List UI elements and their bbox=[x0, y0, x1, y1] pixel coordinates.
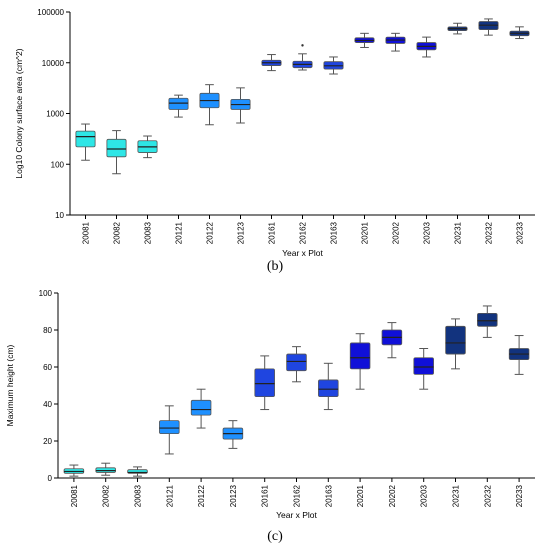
x-tick-label: 20231 bbox=[454, 221, 463, 244]
x-tick-label: 20162 bbox=[293, 484, 302, 507]
x-tick-label: 20202 bbox=[392, 221, 401, 244]
box-20203 bbox=[416, 36, 437, 58]
chart-c: 0 20 40 60 80 100 20081 20082 20083 20121 20122 201… bbox=[5, 289, 535, 520]
x-tick-label: 20081 bbox=[70, 484, 79, 507]
x-tick-label: 20201 bbox=[356, 484, 365, 507]
box-20233 bbox=[508, 335, 530, 375]
box-20121 bbox=[159, 405, 180, 455]
y-tick-label: 80 bbox=[43, 326, 52, 335]
box-20162 bbox=[292, 44, 313, 71]
x-tick-label: 20233 bbox=[516, 221, 525, 244]
x-tick-label: 20163 bbox=[330, 221, 339, 244]
x-tick-label: 20232 bbox=[485, 221, 494, 244]
box-iqr bbox=[477, 312, 498, 327]
x-tick-label: 20081 bbox=[82, 221, 91, 244]
chart-b: 10 100 1000 10000 100000 20081 20082 20083 20121… bbox=[14, 8, 535, 258]
box-20122 bbox=[199, 84, 220, 126]
x-tick-label: 20202 bbox=[388, 484, 397, 507]
box-20081 bbox=[63, 464, 85, 477]
y-axis-label: Maximum height (cm) bbox=[5, 344, 15, 426]
x-tick-label: 20082 bbox=[113, 221, 122, 244]
box-iqr bbox=[190, 399, 212, 416]
y-tick-label: 0 bbox=[48, 474, 53, 483]
y-tick-label: 60 bbox=[43, 363, 52, 372]
x-tick-label: 20082 bbox=[102, 484, 111, 507]
y-tick-label: 100 bbox=[51, 160, 65, 169]
box-iqr bbox=[168, 97, 189, 110]
box-20201 bbox=[349, 333, 371, 390]
box-20232 bbox=[477, 305, 498, 338]
box-iqr bbox=[445, 325, 466, 355]
x-tick-label: 20203 bbox=[423, 221, 432, 244]
box-20161 bbox=[254, 355, 275, 411]
y-tick-label: 10000 bbox=[42, 59, 65, 68]
x-tick-label: 20122 bbox=[206, 221, 215, 244]
box-20231 bbox=[445, 318, 466, 370]
x-tick-label: 20161 bbox=[268, 221, 277, 244]
x-tick-label: 20121 bbox=[165, 484, 174, 507]
box-iqr bbox=[75, 130, 96, 148]
box-20161 bbox=[261, 54, 282, 72]
box-iqr bbox=[318, 379, 339, 398]
box-20162 bbox=[286, 346, 307, 383]
x-tick-label: 20203 bbox=[420, 484, 429, 507]
box-20083 bbox=[127, 466, 148, 477]
x-tick-label: 20233 bbox=[515, 484, 524, 507]
box-iqr bbox=[159, 420, 180, 434]
x-tick-label: 20231 bbox=[452, 484, 461, 507]
x-tick-label: 20161 bbox=[261, 484, 270, 507]
y-tick-label: 100000 bbox=[37, 8, 64, 17]
box-20231 bbox=[447, 22, 468, 35]
x-axis-label: Year x Plot bbox=[282, 248, 323, 258]
box-20083 bbox=[137, 135, 158, 159]
x-tick-label: 20083 bbox=[134, 484, 143, 507]
x-tick-label: 20162 bbox=[299, 221, 308, 244]
y-axis-label: Log10 Colony surface area (cm^2) bbox=[14, 48, 24, 178]
box-iqr bbox=[349, 342, 371, 370]
y-tick-label: 10 bbox=[55, 211, 64, 220]
box-20163 bbox=[318, 362, 339, 411]
box-iqr bbox=[254, 368, 275, 398]
x-tick-label: 20201 bbox=[361, 221, 370, 244]
box-20123 bbox=[230, 87, 251, 124]
box-iqr bbox=[106, 138, 127, 158]
panel-label-b: (b) bbox=[267, 259, 284, 274]
x-axis-label: Year x Plot bbox=[276, 510, 317, 520]
x-tick-label: 20083 bbox=[144, 221, 153, 244]
x-tick-label: 20163 bbox=[324, 484, 333, 507]
box-20202 bbox=[385, 32, 406, 52]
box-20163 bbox=[323, 56, 344, 75]
y-tick-label: 40 bbox=[43, 400, 52, 409]
box-iqr bbox=[286, 353, 307, 372]
outlier-point bbox=[301, 44, 304, 47]
box-20082 bbox=[106, 130, 127, 175]
y-tick-label: 100 bbox=[39, 289, 53, 298]
box-20233 bbox=[509, 26, 530, 40]
panel-label-c: (c) bbox=[267, 529, 283, 544]
box-20203 bbox=[413, 348, 434, 390]
y-tick-label: 20 bbox=[43, 437, 52, 446]
box-20082 bbox=[95, 462, 116, 476]
x-tick-label: 20232 bbox=[483, 484, 492, 507]
box-20121 bbox=[168, 94, 189, 118]
box-20201 bbox=[354, 32, 375, 48]
box-20081 bbox=[75, 123, 96, 161]
box-20232 bbox=[478, 18, 499, 36]
box-20202 bbox=[381, 322, 403, 359]
x-tick-label: 20121 bbox=[175, 221, 184, 244]
box-20122 bbox=[190, 388, 212, 429]
box-20123 bbox=[222, 420, 244, 449]
x-tick-label: 20123 bbox=[229, 484, 238, 507]
x-tick-label: 20122 bbox=[197, 484, 206, 507]
y-tick-label: 1000 bbox=[46, 110, 64, 119]
box-iqr bbox=[413, 357, 434, 375]
x-tick-label: 20123 bbox=[237, 221, 246, 244]
